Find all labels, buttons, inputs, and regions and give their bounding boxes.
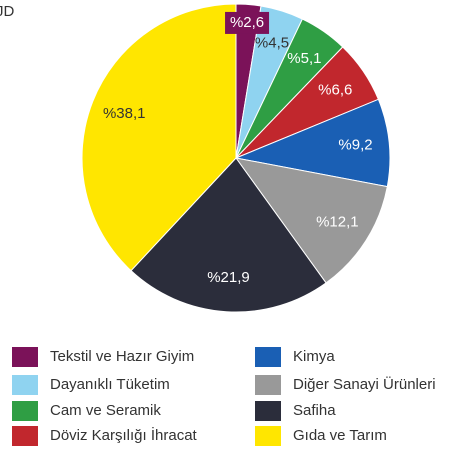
pie-slice	[130, 157, 327, 313]
legend-swatch	[12, 426, 38, 446]
legend-label: Diğer Sanayi Ürünleri	[293, 375, 436, 393]
data-label: %5,1	[287, 50, 321, 67]
label-background	[225, 11, 270, 34]
legend-label: Cam ve Seramik	[50, 402, 161, 419]
data-label: %9,2	[338, 137, 372, 154]
legend-swatch	[255, 401, 281, 421]
legend-swatch	[255, 375, 281, 395]
legend-label: Tekstil ve Hazır Giyim	[50, 348, 194, 365]
pie-slice	[234, 157, 388, 284]
legend-swatch	[255, 347, 281, 367]
legend-swatch	[255, 426, 281, 446]
data-label: %6,6	[318, 81, 352, 98]
legend-label: Gıda ve Tarım	[293, 427, 387, 444]
data-label: %21,9	[207, 269, 250, 286]
data-label: %4,5	[255, 34, 289, 51]
legend-swatch	[12, 375, 38, 395]
legend-label: Dayanıklı Tüketim	[50, 376, 170, 393]
legend-label: Safiha	[293, 402, 336, 419]
pie-slice	[81, 3, 237, 272]
data-label: %38,1	[103, 105, 146, 122]
data-label: %2,6	[230, 14, 264, 31]
legend-swatch	[12, 347, 38, 367]
corner-text: JD	[0, 3, 15, 20]
legend-label: Döviz Karşılığı İhracat	[50, 426, 198, 444]
legend-label: Kimya	[293, 348, 335, 365]
legend-swatch	[12, 401, 38, 421]
data-label: %12,1	[316, 213, 359, 230]
